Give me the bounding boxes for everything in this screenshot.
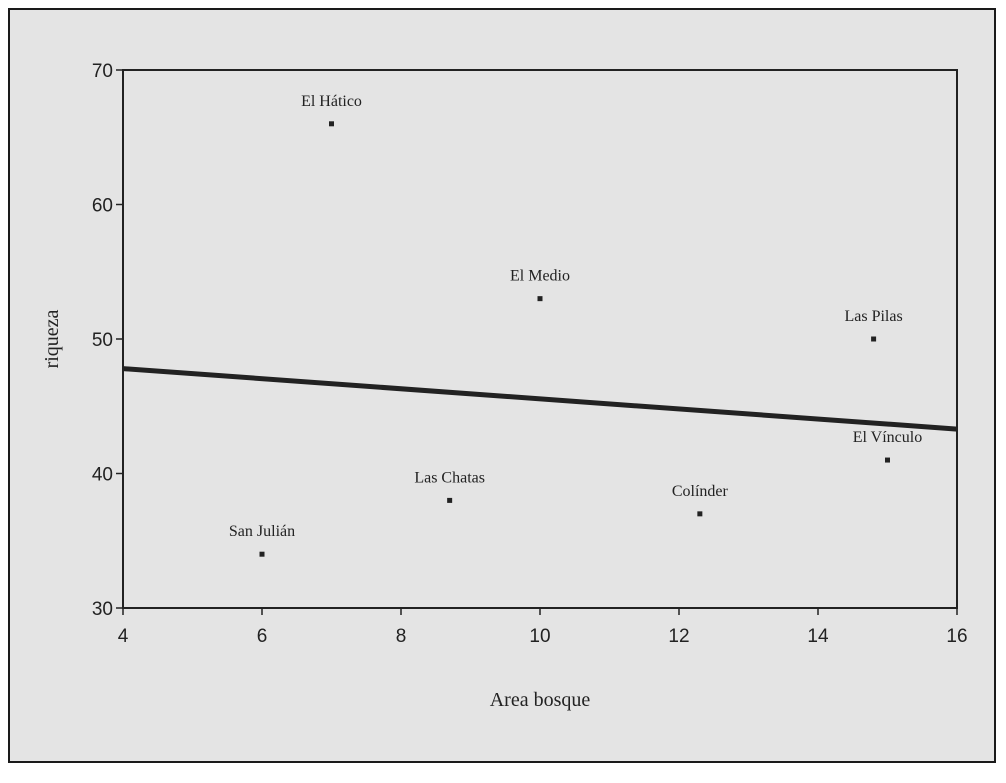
y-tick-label: 50	[92, 330, 113, 351]
data-point-label: Las Chatas	[414, 469, 485, 486]
data-point	[697, 511, 703, 517]
data-point	[537, 296, 543, 302]
x-tick-label: 14	[807, 626, 829, 647]
data-point	[871, 336, 877, 342]
x-tick-label: 8	[396, 626, 407, 647]
data-point-label: El Hático	[301, 93, 362, 110]
data-point	[447, 497, 453, 503]
data-point-label: Colínder	[672, 483, 729, 500]
x-tick-label: 4	[118, 626, 129, 647]
y-tick-label: 70	[92, 61, 113, 82]
y-axis-title: riqueza	[41, 309, 63, 368]
y-tick-label: 40	[92, 465, 113, 486]
data-point	[329, 121, 334, 127]
x-tick-label: 10	[529, 626, 550, 647]
y-tick-label: 60	[92, 196, 113, 217]
x-tick-label: 6	[257, 626, 268, 647]
x-axis-title: Area bosque	[490, 689, 591, 711]
data-point-label: El Medio	[510, 268, 570, 285]
data-point	[259, 551, 265, 557]
y-tick-label: 30	[92, 599, 113, 620]
data-point-label: San Julián	[229, 523, 295, 540]
chart-frame: 4 6 8 10 12 14 16 30 40 50 60 70 Area bosque riqueza E…	[8, 8, 996, 763]
x-tick-label: 16	[946, 626, 967, 647]
scatter-chart: 4 6 8 10 12 14 16 30 40 50 60 70 Area bosque riqueza E…	[41, 61, 968, 711]
regression-line	[122, 366, 958, 432]
data-point-label: Las Pilas	[844, 308, 902, 325]
x-tick-label: 12	[668, 626, 689, 647]
data-point	[885, 457, 890, 463]
data-point-label: El Vínculo	[853, 429, 922, 446]
